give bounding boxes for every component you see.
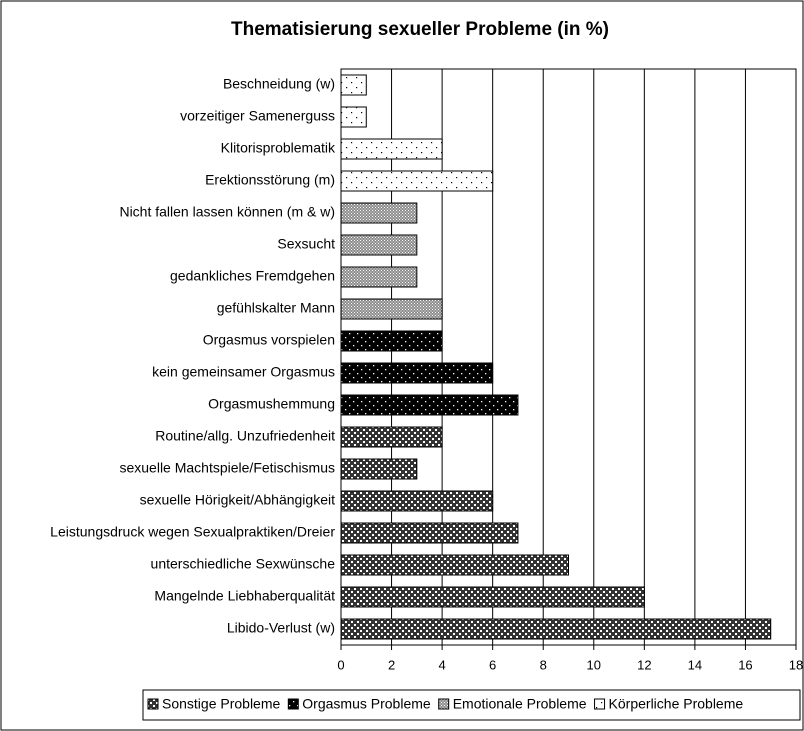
y-tick-label: Erektionsstörung (m) xyxy=(205,172,335,188)
plot-frame xyxy=(340,68,797,646)
x-tick-label: 2 xyxy=(388,657,395,672)
y-tick-label: Sexsucht xyxy=(277,236,335,252)
y-tick-label: Orgasmus vorspielen xyxy=(203,332,335,348)
bar xyxy=(340,426,443,448)
legend-swatch xyxy=(287,698,299,710)
bar xyxy=(340,618,772,640)
bar xyxy=(340,266,418,288)
y-tick-label: Leistungsdruck wegen Sexualpraktiken/Dre… xyxy=(50,524,335,540)
y-tick-label: vorzeitiger Samenerguss xyxy=(180,108,335,124)
y-tick-label: Mangelnde Liebhaberqualität xyxy=(154,588,335,604)
y-tick-label: sexuelle Machtspiele/Fetischismus xyxy=(119,460,335,476)
bar xyxy=(340,170,494,192)
y-tick-label: sexuelle Hörigkeit/Abhängigkeit xyxy=(140,492,335,508)
bar xyxy=(340,394,519,416)
y-tick-label: unterschiedliche Sexwünsche xyxy=(151,556,336,572)
x-tick-label: 4 xyxy=(438,657,445,672)
x-tick-label: 14 xyxy=(688,657,702,672)
y-tick-label: Orgasmushemmung xyxy=(208,396,335,412)
legend-label: Orgasmus Probleme xyxy=(302,696,431,712)
legend-swatch xyxy=(594,698,606,710)
bar xyxy=(340,74,367,96)
x-tick-label: 8 xyxy=(540,657,547,672)
bar xyxy=(340,138,443,160)
bar xyxy=(340,234,418,256)
y-tick-label: Nicht fallen lassen können (m & w) xyxy=(119,204,335,220)
x-tick-label: 12 xyxy=(637,657,651,672)
y-tick-label: kein gemeinsamer Orgasmus xyxy=(152,364,335,380)
x-tick-label: 10 xyxy=(587,657,601,672)
bar xyxy=(340,554,569,576)
chart-title: Thematisierung sexueller Probleme (in %) xyxy=(231,19,609,40)
bar xyxy=(340,330,443,352)
bar xyxy=(340,202,418,224)
bar xyxy=(340,298,443,320)
y-tick-label: gedankliches Fremdgehen xyxy=(170,268,335,284)
bar xyxy=(340,458,418,480)
x-tick-label: 18 xyxy=(789,657,803,672)
legend-label: Körperliche Probleme xyxy=(609,696,744,712)
x-tick-label: 6 xyxy=(489,657,496,672)
bar xyxy=(340,522,519,544)
y-tick-label: Libido-Verlust (w) xyxy=(227,620,335,636)
x-tick-label: 16 xyxy=(738,657,752,672)
x-tick-label: 0 xyxy=(337,657,344,672)
legend-swatch xyxy=(147,698,159,710)
bar xyxy=(340,362,494,384)
bar xyxy=(340,586,645,608)
y-tick-label: Klitorisproblematik xyxy=(221,140,336,156)
legend-swatch xyxy=(438,698,450,710)
bar xyxy=(340,106,367,128)
legend-label: Sonstige Probleme xyxy=(162,696,281,712)
y-tick-label: Routine/allg. Unzufriedenheit xyxy=(155,428,335,444)
legend-label: Emotionale Probleme xyxy=(453,696,587,712)
y-tick-label: gefühlskalter Mann xyxy=(217,300,335,316)
bar xyxy=(340,490,494,512)
y-tick-label: Beschneidung (w) xyxy=(223,76,335,92)
legend-frame xyxy=(142,689,801,721)
